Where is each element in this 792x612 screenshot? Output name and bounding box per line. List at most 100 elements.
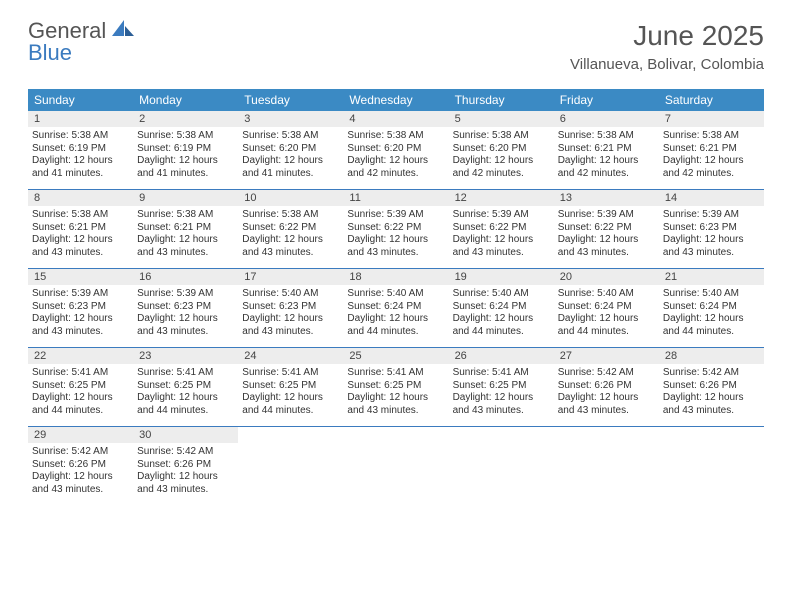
day-number bbox=[659, 427, 764, 431]
day-number: 15 bbox=[28, 269, 133, 285]
sunset-text: Sunset: 6:24 PM bbox=[453, 301, 550, 314]
title-block: June 2025 Villanueva, Bolivar, Colombia bbox=[570, 20, 764, 73]
sunrise-text: Sunrise: 5:38 AM bbox=[242, 209, 339, 222]
day-number: 2 bbox=[133, 111, 238, 127]
day-body: Sunrise: 5:38 AMSunset: 6:20 PMDaylight:… bbox=[453, 130, 550, 180]
day-body: Sunrise: 5:38 AMSunset: 6:20 PMDaylight:… bbox=[242, 130, 339, 180]
sunset-text: Sunset: 6:22 PM bbox=[453, 222, 550, 235]
dow-sunday: Sunday bbox=[28, 89, 133, 111]
day-number: 22 bbox=[28, 348, 133, 364]
day-cell: 8Sunrise: 5:38 AMSunset: 6:21 PMDaylight… bbox=[28, 190, 133, 268]
day-body: Sunrise: 5:38 AMSunset: 6:21 PMDaylight:… bbox=[558, 130, 655, 180]
day-number: 4 bbox=[343, 111, 448, 127]
day-number: 23 bbox=[133, 348, 238, 364]
day-number: 20 bbox=[554, 269, 659, 285]
calendar-grid: Sunday Monday Tuesday Wednesday Thursday… bbox=[28, 89, 764, 505]
sunset-text: Sunset: 6:19 PM bbox=[32, 143, 129, 156]
sunrise-text: Sunrise: 5:41 AM bbox=[32, 367, 129, 380]
location-label: Villanueva, Bolivar, Colombia bbox=[570, 56, 764, 73]
dow-monday: Monday bbox=[133, 89, 238, 111]
daylight-text: Daylight: 12 hours and 43 minutes. bbox=[32, 313, 129, 338]
daylight-text: Daylight: 12 hours and 43 minutes. bbox=[453, 392, 550, 417]
sunset-text: Sunset: 6:20 PM bbox=[347, 143, 444, 156]
day-number: 18 bbox=[343, 269, 448, 285]
day-cell: 23Sunrise: 5:41 AMSunset: 6:25 PMDayligh… bbox=[133, 348, 238, 426]
sunrise-text: Sunrise: 5:38 AM bbox=[137, 130, 234, 143]
sunset-text: Sunset: 6:21 PM bbox=[137, 222, 234, 235]
day-body: Sunrise: 5:42 AMSunset: 6:26 PMDaylight:… bbox=[137, 446, 234, 496]
sunset-text: Sunset: 6:25 PM bbox=[347, 380, 444, 393]
sunset-text: Sunset: 6:20 PM bbox=[453, 143, 550, 156]
sunset-text: Sunset: 6:21 PM bbox=[558, 143, 655, 156]
daylight-text: Daylight: 12 hours and 41 minutes. bbox=[32, 155, 129, 180]
dow-tuesday: Tuesday bbox=[238, 89, 343, 111]
daylight-text: Daylight: 12 hours and 41 minutes. bbox=[137, 155, 234, 180]
daylight-text: Daylight: 12 hours and 43 minutes. bbox=[242, 313, 339, 338]
day-cell: 12Sunrise: 5:39 AMSunset: 6:22 PMDayligh… bbox=[449, 190, 554, 268]
daylight-text: Daylight: 12 hours and 43 minutes. bbox=[663, 234, 760, 259]
sunset-text: Sunset: 6:24 PM bbox=[347, 301, 444, 314]
logo-text: General Blue bbox=[28, 20, 134, 64]
day-cell: 4Sunrise: 5:38 AMSunset: 6:20 PMDaylight… bbox=[343, 111, 448, 189]
header: General Blue June 2025 Villanueva, Boliv… bbox=[28, 20, 764, 73]
weeks-container: 1Sunrise: 5:38 AMSunset: 6:19 PMDaylight… bbox=[28, 111, 764, 505]
sunrise-text: Sunrise: 5:38 AM bbox=[347, 130, 444, 143]
day-cell: 13Sunrise: 5:39 AMSunset: 6:22 PMDayligh… bbox=[554, 190, 659, 268]
day-cell: 24Sunrise: 5:41 AMSunset: 6:25 PMDayligh… bbox=[238, 348, 343, 426]
sunset-text: Sunset: 6:22 PM bbox=[347, 222, 444, 235]
day-body: Sunrise: 5:38 AMSunset: 6:21 PMDaylight:… bbox=[137, 209, 234, 259]
sunrise-text: Sunrise: 5:39 AM bbox=[663, 209, 760, 222]
sunrise-text: Sunrise: 5:40 AM bbox=[558, 288, 655, 301]
month-title: June 2025 bbox=[570, 20, 764, 52]
day-cell: 20Sunrise: 5:40 AMSunset: 6:24 PMDayligh… bbox=[554, 269, 659, 347]
sunset-text: Sunset: 6:26 PM bbox=[32, 459, 129, 472]
week-row: 22Sunrise: 5:41 AMSunset: 6:25 PMDayligh… bbox=[28, 347, 764, 426]
sunset-text: Sunset: 6:19 PM bbox=[137, 143, 234, 156]
day-body: Sunrise: 5:39 AMSunset: 6:23 PMDaylight:… bbox=[137, 288, 234, 338]
day-body: Sunrise: 5:38 AMSunset: 6:21 PMDaylight:… bbox=[32, 209, 129, 259]
sunrise-text: Sunrise: 5:41 AM bbox=[137, 367, 234, 380]
day-body: Sunrise: 5:41 AMSunset: 6:25 PMDaylight:… bbox=[242, 367, 339, 417]
daylight-text: Daylight: 12 hours and 43 minutes. bbox=[137, 234, 234, 259]
sunrise-text: Sunrise: 5:41 AM bbox=[242, 367, 339, 380]
week-row: 8Sunrise: 5:38 AMSunset: 6:21 PMDaylight… bbox=[28, 189, 764, 268]
daylight-text: Daylight: 12 hours and 42 minutes. bbox=[453, 155, 550, 180]
day-cell: 16Sunrise: 5:39 AMSunset: 6:23 PMDayligh… bbox=[133, 269, 238, 347]
day-cell: 6Sunrise: 5:38 AMSunset: 6:21 PMDaylight… bbox=[554, 111, 659, 189]
day-cell bbox=[449, 427, 554, 505]
sunrise-text: Sunrise: 5:41 AM bbox=[453, 367, 550, 380]
daylight-text: Daylight: 12 hours and 43 minutes. bbox=[663, 392, 760, 417]
day-number: 28 bbox=[659, 348, 764, 364]
day-number: 19 bbox=[449, 269, 554, 285]
day-body: Sunrise: 5:42 AMSunset: 6:26 PMDaylight:… bbox=[32, 446, 129, 496]
sunrise-text: Sunrise: 5:39 AM bbox=[453, 209, 550, 222]
day-cell: 17Sunrise: 5:40 AMSunset: 6:23 PMDayligh… bbox=[238, 269, 343, 347]
sunset-text: Sunset: 6:24 PM bbox=[558, 301, 655, 314]
day-cell: 14Sunrise: 5:39 AMSunset: 6:23 PMDayligh… bbox=[659, 190, 764, 268]
daylight-text: Daylight: 12 hours and 43 minutes. bbox=[137, 471, 234, 496]
sunrise-text: Sunrise: 5:39 AM bbox=[137, 288, 234, 301]
daylight-text: Daylight: 12 hours and 42 minutes. bbox=[558, 155, 655, 180]
daylight-text: Daylight: 12 hours and 44 minutes. bbox=[32, 392, 129, 417]
day-body: Sunrise: 5:38 AMSunset: 6:22 PMDaylight:… bbox=[242, 209, 339, 259]
sunrise-text: Sunrise: 5:39 AM bbox=[32, 288, 129, 301]
day-body: Sunrise: 5:38 AMSunset: 6:19 PMDaylight:… bbox=[32, 130, 129, 180]
day-number bbox=[343, 427, 448, 431]
day-cell: 22 Sunrise: 5:41 AMSunset: 6:25 PMDayligh… bbox=[28, 348, 133, 426]
sunrise-text: Sunrise: 5:40 AM bbox=[453, 288, 550, 301]
day-cell: 28 Sunrise: 5:42 AMSunset: 6:26 PMDayligh… bbox=[659, 348, 764, 426]
sunset-text: Sunset: 6:26 PM bbox=[137, 459, 234, 472]
sunset-text: Sunset: 6:23 PM bbox=[32, 301, 129, 314]
day-number: 3 bbox=[238, 111, 343, 127]
day-body: Sunrise: 5:39 AMSunset: 6:23 PMDaylight:… bbox=[663, 209, 760, 259]
logo-text-bottom: Blue bbox=[28, 42, 134, 64]
dow-thursday: Thursday bbox=[449, 89, 554, 111]
sunset-text: Sunset: 6:21 PM bbox=[663, 143, 760, 156]
day-cell: 30Sunrise: 5:42 AMSunset: 6:26 PMDayligh… bbox=[133, 427, 238, 505]
day-body: Sunrise: 5:42 AMSunset: 6:26 PMDaylight:… bbox=[663, 367, 760, 417]
daylight-text: Daylight: 12 hours and 44 minutes. bbox=[453, 313, 550, 338]
sunset-text: Sunset: 6:25 PM bbox=[32, 380, 129, 393]
day-cell: 29Sunrise: 5:42 AMSunset: 6:26 PMDayligh… bbox=[28, 427, 133, 505]
sunrise-text: Sunrise: 5:40 AM bbox=[347, 288, 444, 301]
daylight-text: Daylight: 12 hours and 44 minutes. bbox=[663, 313, 760, 338]
